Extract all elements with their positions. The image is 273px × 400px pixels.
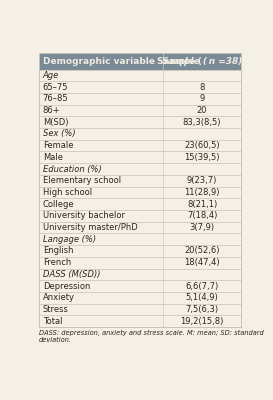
Text: 86+: 86+ — [43, 106, 60, 115]
Text: Education (%): Education (%) — [43, 164, 101, 174]
Text: Age: Age — [43, 71, 59, 80]
Text: 5,1(4,9): 5,1(4,9) — [186, 293, 218, 302]
Text: Sample (: Sample ( — [157, 56, 202, 66]
Bar — [39, 93, 241, 105]
Bar — [39, 315, 241, 327]
Text: 23(60,5): 23(60,5) — [184, 141, 220, 150]
Text: Depression: Depression — [43, 282, 90, 290]
Bar — [39, 186, 241, 198]
Text: 8(21,1): 8(21,1) — [187, 200, 217, 209]
Text: 76–85: 76–85 — [43, 94, 68, 103]
Bar — [39, 245, 241, 257]
Text: Langage (%): Langage (%) — [43, 235, 96, 244]
Text: M(SD): M(SD) — [43, 118, 68, 127]
Text: 7(18,4): 7(18,4) — [187, 211, 217, 220]
Text: 9: 9 — [200, 94, 205, 103]
Bar — [39, 257, 241, 268]
Bar — [39, 268, 241, 280]
Bar — [39, 105, 241, 116]
Bar — [39, 70, 241, 81]
Text: Male: Male — [43, 153, 63, 162]
Text: Elementary school: Elementary school — [43, 176, 121, 185]
Bar — [39, 292, 241, 304]
Text: DASS: depression, anxiety and stress scale. M: mean; SD: standard deviation.: DASS: depression, anxiety and stress sca… — [39, 330, 263, 343]
Bar — [39, 280, 241, 292]
Text: 8: 8 — [199, 83, 205, 92]
Bar — [39, 222, 241, 234]
Bar — [39, 304, 241, 315]
Text: University bachelor: University bachelor — [43, 211, 125, 220]
Text: 20: 20 — [197, 106, 207, 115]
Bar — [39, 128, 241, 140]
Text: High school: High school — [43, 188, 92, 197]
Text: 65–75: 65–75 — [43, 83, 68, 92]
Bar — [39, 175, 241, 186]
Text: College: College — [43, 200, 74, 209]
Text: DASS (M(SD)): DASS (M(SD)) — [43, 270, 100, 279]
Bar — [39, 81, 241, 93]
Text: 7,5(6,3): 7,5(6,3) — [186, 305, 219, 314]
Bar — [39, 198, 241, 210]
Text: Sample ( n =38): Sample ( n =38) — [162, 56, 242, 66]
Text: English: English — [43, 246, 73, 256]
Text: University master/PhD: University master/PhD — [43, 223, 137, 232]
Bar — [39, 210, 241, 222]
Text: Female: Female — [43, 141, 73, 150]
Bar — [39, 140, 241, 152]
Text: 19,2(15,8): 19,2(15,8) — [180, 317, 224, 326]
Text: 9(23,7): 9(23,7) — [187, 176, 217, 185]
Text: 3(7,9): 3(7,9) — [189, 223, 215, 232]
Text: Total: Total — [43, 317, 62, 326]
Text: Demographic variable: Demographic variable — [43, 56, 155, 66]
Text: French: French — [43, 258, 71, 267]
Text: 83,3(8,5): 83,3(8,5) — [183, 118, 221, 127]
Bar — [39, 234, 241, 245]
Text: Sex (%): Sex (%) — [43, 130, 75, 138]
Text: Anxiety: Anxiety — [43, 293, 75, 302]
Bar — [39, 53, 241, 70]
Text: 6,6(7,7): 6,6(7,7) — [185, 282, 219, 290]
Text: 11(28,9): 11(28,9) — [184, 188, 220, 197]
Text: Stress: Stress — [43, 305, 69, 314]
Bar — [39, 152, 241, 163]
Text: 18(47,4): 18(47,4) — [184, 258, 220, 267]
Text: 20(52,6): 20(52,6) — [184, 246, 220, 256]
Bar — [39, 163, 241, 175]
Text: 15(39,5): 15(39,5) — [184, 153, 220, 162]
Bar — [39, 116, 241, 128]
